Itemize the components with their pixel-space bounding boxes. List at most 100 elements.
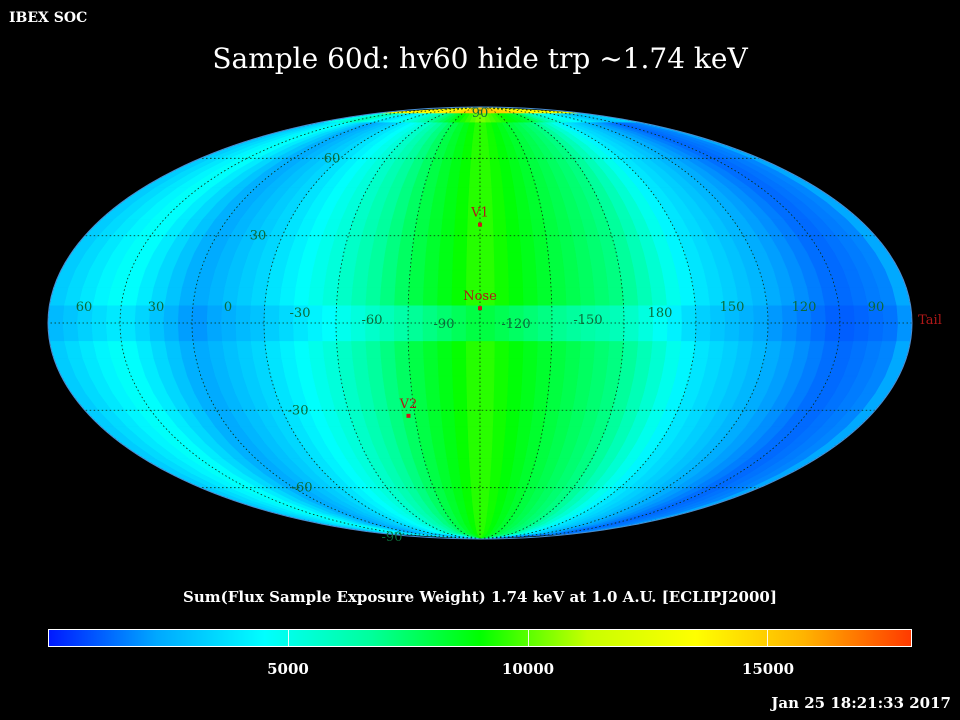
heatmap-cell bbox=[737, 322, 754, 342]
heatmap-cell bbox=[206, 322, 223, 342]
heatmap-cell bbox=[479, 235, 494, 253]
heatmap-cell bbox=[493, 375, 509, 394]
heatmap-cell bbox=[465, 340, 481, 359]
heatmap-cell bbox=[694, 304, 711, 324]
heatmap-cell bbox=[380, 358, 397, 377]
heatmap-cell bbox=[549, 269, 566, 288]
heatmap-cell bbox=[521, 269, 538, 288]
heatmap-cell bbox=[479, 269, 495, 288]
heatmap-cell bbox=[409, 252, 426, 271]
heatmap-cell bbox=[493, 358, 509, 377]
heatmap-cell bbox=[436, 287, 452, 306]
heatmap-cell bbox=[364, 287, 381, 306]
heatmap-cell bbox=[547, 252, 565, 271]
heatmap-cell bbox=[650, 287, 667, 306]
heatmap-cell bbox=[706, 340, 725, 359]
marker-label-v1: V1 bbox=[470, 206, 489, 221]
heatmap-cell bbox=[593, 340, 610, 359]
heatmap-cell bbox=[468, 458, 481, 474]
lat-label: 30 bbox=[250, 229, 267, 244]
heatmap-cell bbox=[134, 322, 151, 342]
heatmap-cell bbox=[504, 218, 520, 236]
heatmap-cell bbox=[426, 409, 443, 428]
heatmap-cell bbox=[824, 304, 841, 324]
heatmap-cell bbox=[452, 392, 468, 411]
heatmap-cell bbox=[393, 304, 409, 324]
heatmap-cell bbox=[455, 442, 470, 459]
heatmap-cell bbox=[607, 287, 624, 306]
lon-label: -30 bbox=[290, 306, 311, 321]
heatmap-cell bbox=[292, 322, 309, 342]
heatmap-cell bbox=[579, 340, 596, 359]
heatmap-cell bbox=[536, 287, 553, 306]
heatmap-cell bbox=[234, 304, 251, 324]
lon-label: 90 bbox=[868, 300, 885, 315]
heatmap-cell bbox=[411, 235, 428, 253]
heatmap-cell bbox=[422, 358, 439, 377]
heatmap-cell bbox=[452, 235, 468, 253]
heatmap-cell bbox=[457, 172, 471, 188]
heatmap-cell bbox=[692, 287, 710, 306]
chart-title: Sample 60d: hv60 hide trp ~1.74 keV bbox=[212, 42, 748, 75]
heatmap-cell bbox=[551, 304, 567, 324]
heatmap-cell bbox=[468, 172, 481, 188]
lon-label: 120 bbox=[792, 300, 817, 315]
heatmap-cell bbox=[437, 358, 453, 377]
lon-label: -60 bbox=[362, 313, 383, 328]
heatmap-cell bbox=[450, 340, 467, 359]
heatmap-cell bbox=[530, 218, 547, 236]
heatmap-cell bbox=[451, 252, 467, 271]
lon-label: 60 bbox=[76, 300, 93, 315]
heatmap-cell bbox=[379, 340, 396, 359]
heatmap-cell bbox=[522, 287, 538, 306]
heatmap-cell bbox=[735, 340, 754, 359]
heatmap-cell bbox=[561, 375, 579, 394]
lat-label: 90 bbox=[472, 106, 489, 121]
heatmap-cell bbox=[422, 269, 439, 288]
heatmap-cell bbox=[381, 252, 399, 271]
heatmap-cell bbox=[664, 340, 682, 359]
heatmap-cell bbox=[221, 340, 239, 359]
heatmap-cell bbox=[574, 252, 593, 271]
heatmap-cell bbox=[76, 322, 93, 342]
heatmap-cell bbox=[503, 426, 519, 444]
heatmap-cell bbox=[90, 322, 108, 342]
heatmap-cell bbox=[579, 287, 596, 306]
colorbar-tick bbox=[527, 630, 529, 646]
heatmap-cell bbox=[423, 375, 440, 394]
heatmap-cell bbox=[619, 269, 637, 288]
heatmap-cell bbox=[564, 340, 581, 359]
heatmap-cell bbox=[666, 322, 682, 342]
heatmap-cell bbox=[519, 392, 535, 411]
heatmap-cell bbox=[561, 252, 579, 271]
heatmap-cell bbox=[90, 304, 108, 324]
heatmap-cell bbox=[451, 375, 467, 394]
heatmap-cell bbox=[455, 187, 470, 204]
heatmap-cell bbox=[520, 252, 537, 271]
heatmap-cell bbox=[393, 340, 410, 359]
heatmap-cell bbox=[437, 269, 453, 288]
heatmap-cell bbox=[507, 358, 523, 377]
heatmap-cell bbox=[479, 121, 488, 134]
heatmap-cell bbox=[608, 322, 625, 342]
heatmap-cell bbox=[522, 340, 538, 359]
marker-nose bbox=[478, 306, 482, 311]
heatmap-cell bbox=[470, 487, 481, 502]
heatmap-cell bbox=[838, 304, 855, 324]
heatmap-cell bbox=[508, 287, 524, 306]
heatmap-cell bbox=[766, 304, 783, 324]
heatmap-cell bbox=[517, 218, 534, 236]
heatmap-cell bbox=[453, 409, 468, 428]
heatmap-cell bbox=[408, 358, 425, 377]
heatmap-cell bbox=[451, 269, 467, 288]
heatmap-cell bbox=[607, 340, 624, 359]
heatmap-cell bbox=[278, 287, 296, 306]
map-outline bbox=[47, 106, 913, 540]
heatmap-cell bbox=[465, 358, 481, 377]
heatmap-cell bbox=[395, 252, 413, 271]
heatmap-cell bbox=[605, 269, 623, 288]
lon-label: -120 bbox=[501, 317, 530, 332]
heatmap-cell bbox=[479, 252, 495, 271]
heatmap-cell bbox=[547, 375, 565, 394]
heatmap-cell bbox=[191, 304, 208, 324]
